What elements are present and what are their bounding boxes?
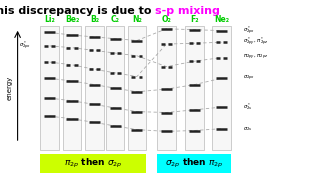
Text: Li₂: Li₂	[44, 15, 55, 24]
Bar	[40, 154, 146, 173]
Bar	[40, 26, 59, 150]
Text: energy: energy	[7, 76, 12, 100]
Bar	[106, 26, 124, 150]
Text: $\sigma_{2px}$: $\sigma_{2px}$	[243, 74, 255, 83]
Text: Ne₂: Ne₂	[214, 15, 229, 24]
Text: this discrepancy is due to: this discrepancy is due to	[0, 6, 155, 16]
Text: $\sigma_{2p}$ then $\pi_{2p}$: $\sigma_{2p}$ then $\pi_{2p}$	[164, 157, 223, 170]
Text: $\sigma^*_{2py},\,\pi^*_{2pz}$: $\sigma^*_{2py},\,\pi^*_{2pz}$	[243, 36, 269, 48]
Text: $\sigma^*_{2px}$: $\sigma^*_{2px}$	[19, 40, 31, 52]
Text: $\sigma^*_{2px}$: $\sigma^*_{2px}$	[243, 24, 255, 37]
Text: $\sigma^*_{2s}$: $\sigma^*_{2s}$	[243, 102, 253, 112]
Text: O₂: O₂	[162, 15, 171, 24]
Bar	[212, 26, 231, 150]
Bar	[157, 154, 231, 173]
Text: N₂: N₂	[132, 15, 142, 24]
Text: F₂: F₂	[190, 15, 199, 24]
Text: C₂: C₂	[111, 15, 120, 24]
Bar	[157, 26, 176, 150]
Bar	[63, 26, 81, 150]
Text: Be₂: Be₂	[65, 15, 79, 24]
Bar	[185, 26, 204, 150]
Text: $\pi_{2py},\,\pi_{2pz}$: $\pi_{2py},\,\pi_{2pz}$	[243, 53, 269, 62]
Bar	[85, 26, 104, 150]
Text: B₂: B₂	[90, 15, 99, 24]
Text: s-p mixing: s-p mixing	[155, 6, 220, 16]
Bar	[128, 26, 146, 150]
Text: $\pi_{2p}$ then $\sigma_{2p}$: $\pi_{2p}$ then $\sigma_{2p}$	[64, 157, 123, 170]
Text: $\sigma_{2s}$: $\sigma_{2s}$	[243, 125, 253, 133]
